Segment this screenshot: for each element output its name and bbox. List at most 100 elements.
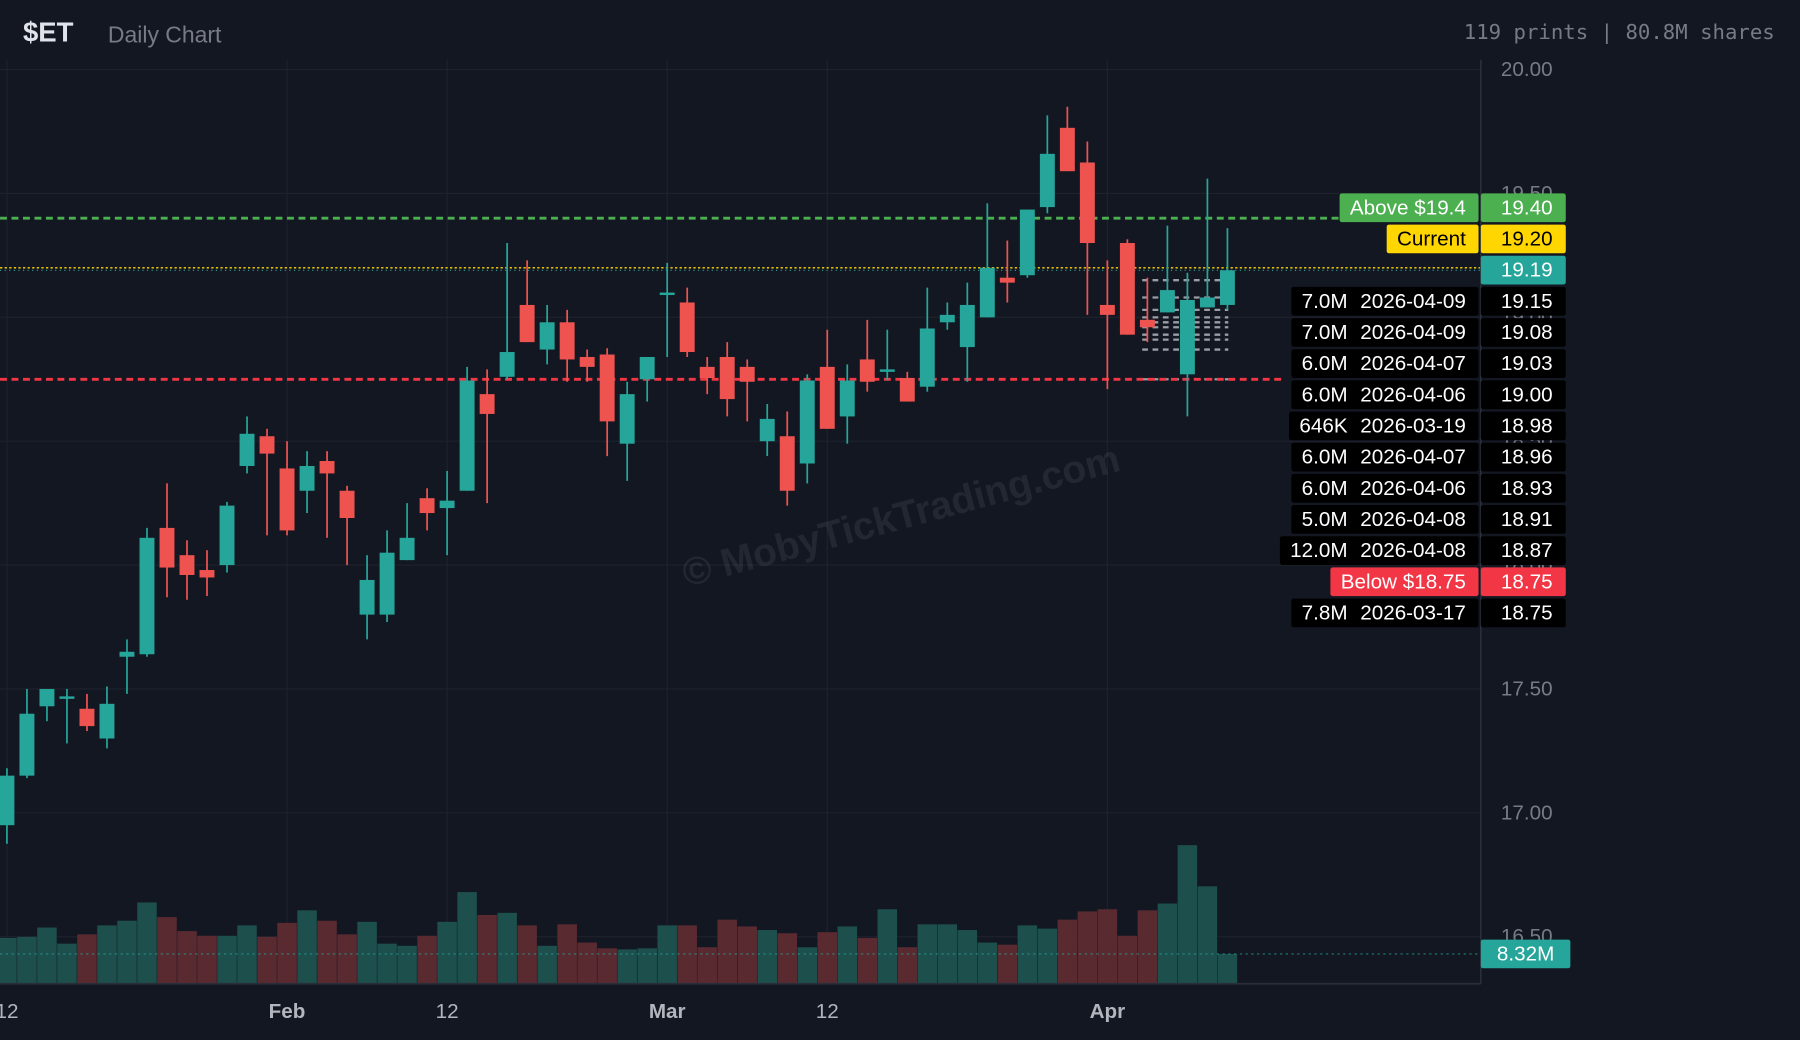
- volume-bar: [117, 920, 137, 984]
- label-tag: 7.0M: [1302, 290, 1348, 313]
- candle-body: [1039, 153, 1055, 208]
- price-tag: 19.19: [1501, 259, 1553, 282]
- x-tick-label: Feb: [269, 1000, 306, 1023]
- price-tag-bg: [1480, 567, 1566, 597]
- volume-bar: [597, 948, 617, 984]
- volume-bar: [1197, 886, 1218, 984]
- volume-bar: [717, 919, 737, 984]
- volume-tag-bg: [1480, 939, 1571, 969]
- candle-body: [1079, 162, 1095, 244]
- price-tag-bg: [1480, 505, 1566, 534]
- label-tag-bg: [1291, 286, 1479, 316]
- candle-body: [699, 366, 715, 379]
- price-tag-bg: [1480, 598, 1566, 628]
- volume-bar: [377, 943, 397, 984]
- price-tag: 18.75: [1501, 570, 1553, 593]
- x-tick-label: 12: [816, 1000, 839, 1023]
- candle-body: [1059, 127, 1075, 172]
- price-tag: 19.20: [1501, 227, 1553, 250]
- label-tag: 2026-04-07: [1360, 446, 1466, 469]
- label-tag-bg: [1291, 505, 1479, 534]
- candle-body: [859, 359, 875, 382]
- y-tick-label: 17.00: [1501, 801, 1553, 824]
- volume-bar: [137, 902, 157, 984]
- candle-body: [979, 267, 995, 318]
- price-tag-bg: [1480, 349, 1566, 378]
- volume-tag: 8.32M: [1497, 942, 1554, 965]
- volume-bar: [1177, 845, 1198, 984]
- volume-bar: [257, 936, 277, 984]
- candle-body: [599, 354, 615, 422]
- price-tag-bg: [1480, 411, 1566, 441]
- label-tag: 5.0M: [1302, 508, 1348, 531]
- volume-bar: [477, 914, 497, 984]
- candle-body: [39, 688, 55, 707]
- volume-bar: [997, 944, 1018, 984]
- candle-body: [619, 394, 635, 444]
- label-tag: 2026-04-06: [1360, 477, 1466, 500]
- volume-bar: [457, 892, 477, 984]
- label-tag-bg: [1339, 193, 1479, 223]
- volume-bar: [197, 935, 217, 984]
- candle-body: [119, 651, 135, 657]
- candle-body: [879, 369, 895, 372]
- x-tick-label: 12: [436, 1000, 459, 1023]
- candle-body: [999, 277, 1015, 283]
- subtitle: Daily Chart: [108, 21, 222, 47]
- candle-body: [99, 703, 115, 739]
- volume-bar: [317, 920, 337, 984]
- candle-body: [759, 418, 775, 442]
- candle-body: [559, 322, 575, 360]
- price-tag: 19.00: [1501, 383, 1553, 406]
- volume-bar: [1157, 903, 1178, 984]
- volume-bar: [617, 949, 637, 984]
- label-tag: 7.0M: [1302, 321, 1348, 344]
- price-tag: 19.08: [1501, 321, 1553, 344]
- volume-bar: [697, 947, 717, 984]
- volume-bar: [1117, 935, 1138, 984]
- candle-body: [779, 436, 795, 491]
- candle-body: [159, 527, 175, 568]
- candle-body: [139, 537, 155, 655]
- volume-bar: [897, 947, 918, 984]
- price-tags: 8.32M Above $19.4 19.40 Current 19.20 19.19 20…: [1279, 193, 1571, 969]
- price-tag: 18.87: [1501, 539, 1553, 562]
- volume-bar: [877, 909, 898, 984]
- volume-bar: [1137, 910, 1158, 984]
- label-tag: 2026-04-09: [1360, 321, 1466, 344]
- volume-bar: [177, 931, 197, 984]
- label-tag-bg: [1279, 536, 1479, 565]
- volume-bar: [817, 932, 838, 984]
- price-tag: 18.96: [1501, 446, 1553, 469]
- label-tag: 2026-04-09: [1360, 290, 1466, 313]
- candle-body: [1219, 270, 1235, 305]
- volume-bar: [417, 935, 437, 984]
- stats: 119 prints | 80.8M shares: [1464, 20, 1775, 45]
- volume-bar: [37, 927, 57, 984]
- price-tag-bg: [1480, 286, 1566, 316]
- candle-body: [739, 366, 755, 382]
- volume-bar: [277, 922, 297, 984]
- candle-body: [439, 500, 455, 509]
- volume-bar: [657, 925, 677, 984]
- volume-bar: [537, 945, 557, 984]
- candle-body: [59, 696, 75, 699]
- price-tag: 18.98: [1501, 414, 1553, 437]
- candle-body: [259, 436, 275, 454]
- label-tag: 646K: [1299, 414, 1347, 437]
- volume-bar: [297, 910, 317, 984]
- candle-body: [539, 322, 555, 350]
- candle-body: [919, 328, 935, 387]
- volume-bar: [777, 933, 797, 984]
- volume-bar: [1077, 911, 1098, 984]
- volume-bar: [1037, 928, 1058, 984]
- volume-bar: [157, 917, 177, 984]
- label-tag-bg: [1289, 411, 1479, 441]
- volume-bar: [57, 943, 77, 984]
- candle-body: [799, 380, 815, 464]
- price-tag-bg: [1480, 473, 1566, 503]
- candle-body: [1199, 297, 1215, 308]
- label-tag: 6.0M: [1302, 446, 1348, 469]
- price-tag: 19.03: [1501, 352, 1553, 375]
